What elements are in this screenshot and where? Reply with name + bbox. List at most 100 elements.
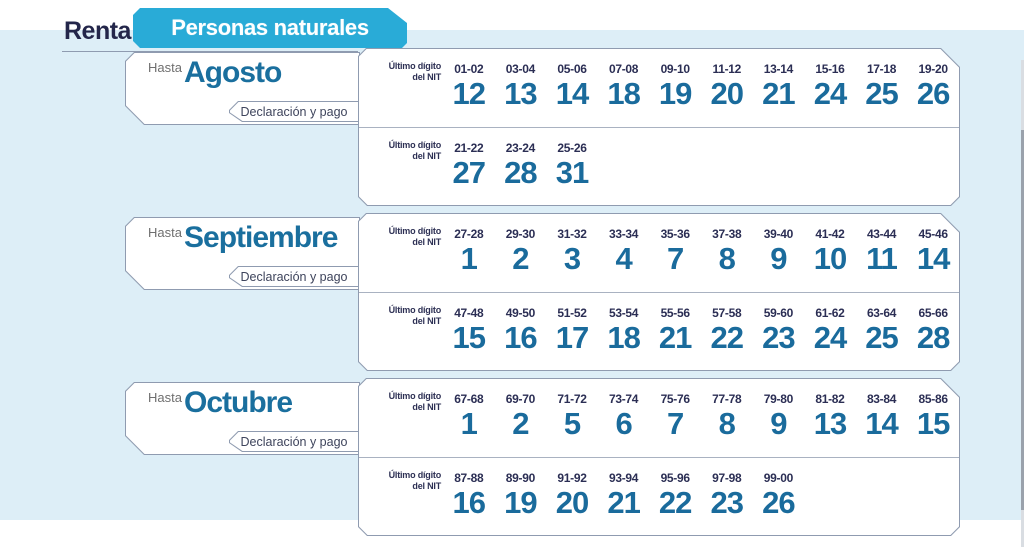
nit-entry: 33-34 4 — [598, 227, 650, 275]
nit-entry: 47-48 15 — [443, 306, 495, 354]
nit-range: 17-18 — [866, 62, 897, 76]
payment-day: 24 — [813, 76, 847, 111]
nit-entry: 75-76 7 — [649, 392, 701, 440]
nit-entry: 01-02 12 — [443, 62, 495, 110]
payment-day: 20 — [710, 76, 743, 111]
payment-day: 1 — [460, 241, 477, 276]
nit-entry: 81-82 13 — [804, 392, 856, 440]
nit-entry: 37-38 8 — [701, 227, 753, 275]
nit-range: 29-30 — [505, 227, 535, 241]
nit-range: 45-46 — [918, 227, 948, 241]
nit-entry: 95-96 22 — [649, 471, 701, 519]
payment-day: 21 — [607, 485, 640, 520]
hasta-label: Hasta — [148, 60, 182, 75]
payment-day: 19 — [504, 485, 537, 520]
month-title: Septiembre — [184, 221, 338, 254]
nit-range: 61-62 — [815, 306, 845, 320]
nit-range: 21-22 — [454, 141, 484, 155]
dates-rows: Último dígito del NIT 01-02 12 03-04 13 … — [359, 49, 959, 205]
nit-range: 23-24 — [505, 141, 535, 155]
payment-day: 18 — [607, 76, 640, 111]
nit-entry: 97-98 23 — [701, 471, 753, 519]
payment-day: 28 — [504, 155, 537, 190]
nit-range: 43-44 — [866, 227, 897, 241]
nit-range: 11-12 — [712, 62, 742, 76]
nit-entry: 51-52 17 — [546, 306, 598, 354]
payment-day: 6 — [615, 406, 632, 441]
payment-day: 9 — [770, 406, 787, 441]
page-title: Renta - — [64, 17, 146, 45]
nit-entry: 07-08 18 — [598, 62, 650, 110]
payment-day: 24 — [813, 320, 847, 355]
nit-range: 75-76 — [660, 392, 690, 406]
nit-range: 97-98 — [712, 471, 742, 485]
declaracion-pago-badge: Declaración y pago — [229, 101, 359, 122]
nit-range: 83-84 — [866, 392, 897, 406]
payment-day: 21 — [658, 320, 692, 355]
nit-entry: 85-86 15 — [907, 392, 959, 440]
payment-day: 16 — [452, 485, 486, 520]
nit-range: 51-52 — [557, 306, 587, 320]
payment-day: 14 — [555, 76, 589, 111]
nit-range: 77-78 — [712, 392, 742, 406]
nit-entry: 09-10 19 — [649, 62, 701, 110]
hasta-label: Hasta — [148, 225, 182, 240]
nit-entry: 29-30 2 — [495, 227, 547, 275]
payment-day: 25 — [865, 76, 898, 111]
row-divider — [359, 127, 959, 128]
month-card: Hasta Octubre Declaración y pago — [125, 382, 360, 455]
nit-range: 89-90 — [505, 471, 535, 485]
nit-entry: 99-00 26 — [753, 471, 805, 519]
nit-range: 73-74 — [608, 392, 639, 406]
payment-day: 12 — [452, 76, 486, 111]
nit-entry: 45-46 14 — [907, 227, 959, 275]
nit-range: 01-02 — [454, 62, 484, 76]
payment-day: 23 — [710, 485, 743, 520]
dates-row: Último dígito del NIT 21-22 27 23-24 28 … — [359, 128, 959, 207]
nit-range: 37-38 — [712, 227, 742, 241]
dates-row: Último dígito del NIT 87-88 16 89-90 19 … — [359, 458, 959, 537]
nit-entry: 71-72 5 — [546, 392, 598, 440]
nit-range: 49-50 — [505, 306, 535, 320]
row-divider — [359, 292, 959, 293]
payment-day: 25 — [865, 320, 898, 355]
payment-day: 28 — [916, 320, 950, 355]
nit-entry: 83-84 14 — [856, 392, 908, 440]
nit-range: 09-10 — [660, 62, 690, 76]
nit-range: 95-96 — [660, 471, 690, 485]
scrollbar[interactable] — [1021, 60, 1024, 547]
date-entries: 21-22 27 23-24 28 25-26 31 — [443, 141, 598, 189]
nit-entry: 89-90 19 — [495, 471, 547, 519]
payment-day: 5 — [563, 406, 581, 441]
nit-entry: 65-66 28 — [907, 306, 959, 354]
declaracion-pago-badge: Declaración y pago — [229, 431, 359, 452]
nit-entry: 11-12 20 — [701, 62, 753, 110]
month-title: Agosto — [184, 56, 282, 89]
nit-entry: 63-64 25 — [856, 306, 908, 354]
scrollbar-thumb[interactable] — [1021, 130, 1024, 510]
nit-entry: 59-60 23 — [753, 306, 805, 354]
nit-entry: 41-42 10 — [804, 227, 856, 275]
payment-day: 13 — [813, 406, 847, 441]
payment-day: 15 — [452, 320, 486, 355]
nit-range: 71-72 — [557, 392, 587, 406]
nit-range: 81-82 — [815, 392, 845, 406]
dates-row: Último dígito del NIT 01-02 12 03-04 13 … — [359, 49, 959, 128]
payment-day: 26 — [762, 485, 795, 520]
tab-personas-naturales[interactable]: Personas naturales — [133, 8, 407, 48]
payment-day: 4 — [615, 241, 632, 276]
date-entries: 87-88 16 89-90 19 91-92 20 93-94 21 95-9… — [443, 471, 804, 519]
payment-day: 10 — [813, 241, 847, 276]
nit-digit-label: Último dígito del NIT — [388, 305, 441, 326]
nit-entry: 25-26 31 — [546, 141, 598, 189]
nit-entry: 27-28 1 — [443, 227, 495, 275]
nit-entry: 67-68 1 — [443, 392, 495, 440]
nit-range: 47-48 — [454, 306, 484, 320]
nit-range: 15-16 — [815, 62, 845, 76]
nit-range: 13-14 — [763, 62, 793, 76]
dates-rows: Último dígito del NIT 27-28 1 29-30 2 31… — [359, 214, 959, 370]
payment-day: 20 — [555, 485, 589, 520]
nit-range: 59-60 — [763, 306, 793, 320]
nit-range: 19-20 — [918, 62, 948, 76]
payment-day: 11 — [866, 241, 897, 276]
